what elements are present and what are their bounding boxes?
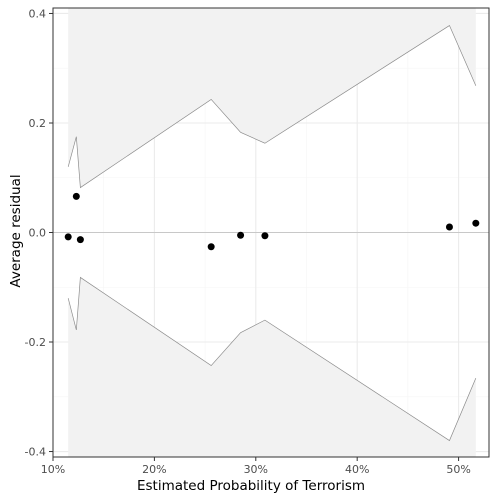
upper-band-area (68, 8, 476, 188)
y-axis-title: Average residual (8, 174, 24, 287)
y-tick-label: 0.0 (29, 227, 47, 240)
x-tick-label: 10% (41, 463, 65, 476)
x-tick-label: 40% (345, 463, 369, 476)
data-point (261, 232, 269, 240)
y-tick-label: -0.4 (25, 446, 46, 459)
data-point (64, 233, 72, 241)
data-point (76, 236, 84, 244)
data-point (445, 223, 453, 231)
data-point (237, 231, 245, 239)
lower-band-line (67, 276, 477, 442)
data-point (207, 243, 215, 251)
x-tick-label: 50% (446, 463, 470, 476)
y-tick-label: 0.2 (29, 117, 47, 130)
data-points (64, 192, 480, 251)
y-tick-label: 0.4 (29, 7, 47, 20)
x-tick-label: 30% (244, 463, 268, 476)
confidence-band (67, 8, 477, 457)
y-tick-label: -0.2 (25, 336, 46, 349)
x-tick-label: 20% (142, 463, 166, 476)
lower-band-area (68, 277, 476, 457)
x-axis-title: Estimated Probability of Terrorism (137, 478, 365, 494)
x-axis-ticks: 10% 20% 30% 40% 50% (41, 457, 471, 476)
data-point (472, 219, 480, 227)
y-axis-ticks: -0.4 -0.2 0.0 0.2 0.4 (25, 7, 53, 459)
upper-band-line (67, 25, 477, 189)
data-point (72, 192, 80, 200)
